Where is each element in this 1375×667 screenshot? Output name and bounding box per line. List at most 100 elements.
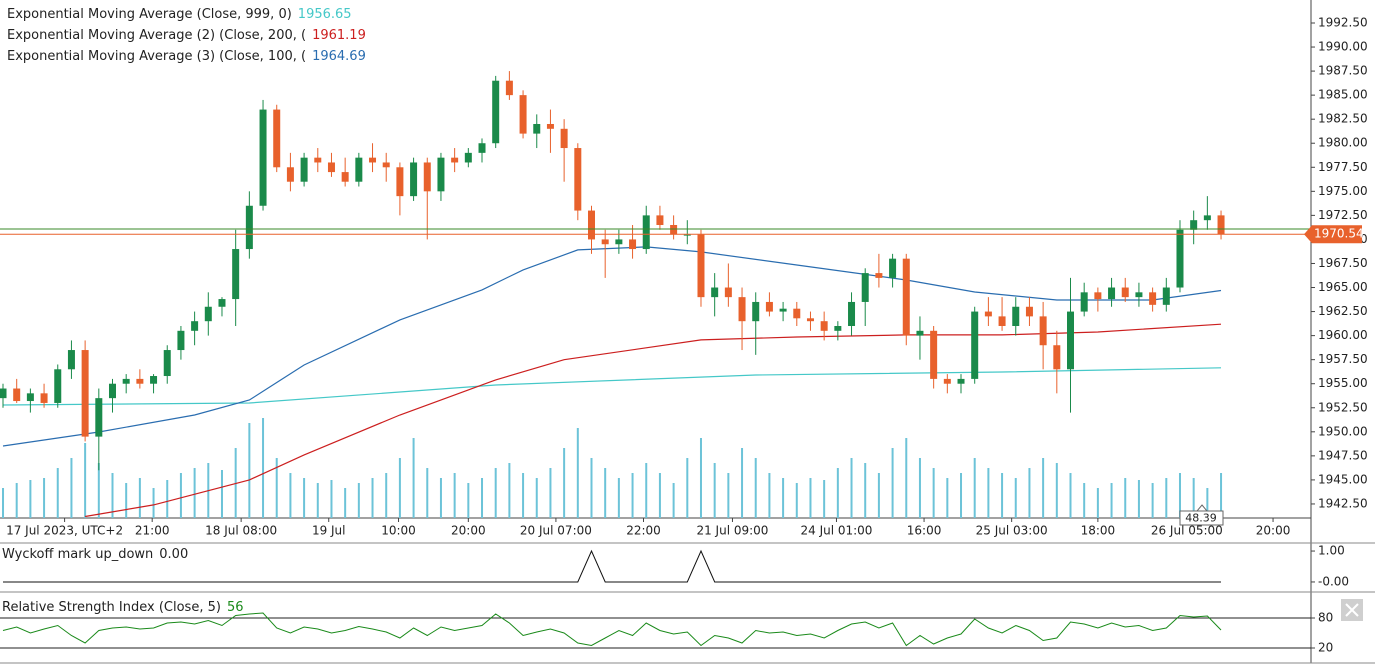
candle-body: [902, 258, 910, 336]
candle-body: [40, 393, 48, 403]
candle-body: [369, 157, 377, 163]
volume-bar: [275, 458, 278, 518]
y-tick-label: 1992.50: [1318, 15, 1368, 29]
volume-bar: [1110, 483, 1113, 518]
volume-bar: [891, 448, 894, 518]
candle-body: [889, 258, 897, 278]
volume-bar: [522, 473, 525, 518]
x-tick-label: 21:00: [135, 524, 170, 538]
volume-bar: [809, 478, 812, 518]
x-tick-label: 18:00: [1081, 524, 1116, 538]
y-tick-label: 80: [1318, 611, 1333, 625]
legend-name: Exponential Moving Average (2) (Close, 2…: [7, 28, 306, 43]
candle-body: [1176, 229, 1184, 288]
volume-bar: [289, 473, 292, 518]
candle-body: [1217, 215, 1225, 235]
volume-bar: [1192, 478, 1195, 518]
candle-body: [642, 215, 650, 250]
volume-bar: [645, 463, 648, 518]
candle-body: [1149, 292, 1157, 305]
candle-body: [410, 162, 418, 197]
legend-value: 1956.65: [298, 7, 352, 22]
candle-body: [505, 80, 513, 96]
indicator-value: 56: [227, 600, 244, 615]
volume-bar: [316, 483, 319, 518]
volume-bar: [138, 478, 141, 518]
candle-body: [848, 301, 856, 326]
y-tick-label: 1982.50: [1318, 112, 1368, 126]
volume-bar: [481, 478, 484, 518]
volume-bar: [563, 448, 566, 518]
candle-body: [327, 162, 335, 173]
candle-body: [451, 157, 459, 163]
last-price-tag: [1304, 225, 1362, 244]
volume-bar: [1042, 458, 1045, 518]
candle-body: [820, 321, 828, 331]
candle-body: [943, 378, 951, 384]
y-tick-label: 1.00: [1318, 544, 1345, 558]
candle-body: [765, 301, 773, 312]
close-button[interactable]: [1341, 599, 1363, 621]
candle-body: [1162, 287, 1170, 305]
last-price-label: 1970.54: [1314, 227, 1364, 241]
candle-body: [26, 393, 34, 402]
candle-body: [314, 157, 322, 163]
candle-body: [81, 350, 89, 437]
y-tick-label: 1967.50: [1318, 256, 1368, 270]
volume-bar: [248, 423, 251, 518]
candle-body: [13, 388, 21, 402]
candle-body: [519, 95, 527, 134]
candle-body: [875, 273, 883, 278]
candle-body: [108, 383, 116, 399]
y-tick-label: 1965.00: [1318, 280, 1368, 294]
legend-entry: Exponential Moving Average (Close, 999, …: [7, 7, 352, 22]
volume-bar: [535, 478, 538, 518]
candle-body: [396, 167, 404, 197]
legend-value: 1961.19: [312, 28, 366, 43]
volume-bar: [631, 473, 634, 518]
volume-bar: [56, 468, 59, 518]
x-tick-label: 22:00: [626, 524, 661, 538]
candle-body: [779, 308, 787, 312]
volume-bar: [344, 488, 347, 518]
volume-bar: [823, 480, 826, 518]
volume-bar: [193, 468, 196, 518]
volume-bar: [864, 463, 867, 518]
volume-bar: [453, 473, 456, 518]
candle-body: [218, 299, 226, 307]
volume-bar: [686, 458, 689, 518]
volume-bar: [1206, 488, 1209, 518]
candle-body: [150, 376, 158, 384]
timer-arrow: [1195, 504, 1209, 512]
volume-bar: [918, 458, 921, 518]
candle-body: [546, 123, 554, 129]
candle-body: [738, 297, 746, 322]
volume-bar: [699, 438, 702, 518]
volume-bar: [152, 488, 155, 518]
candle-body: [245, 205, 253, 250]
y-tick-label: 1945.00: [1318, 472, 1368, 486]
volume-bar: [1151, 483, 1154, 518]
x-tick-label: 10:00: [381, 524, 416, 538]
volume-bar: [617, 478, 620, 518]
candle-body: [984, 311, 992, 317]
volume-bar: [658, 473, 661, 518]
candle-body: [1135, 292, 1143, 298]
y-tick-label: 1955.00: [1318, 376, 1368, 390]
y-tick-label: 1980.00: [1318, 136, 1368, 150]
close-icon[interactable]: [1345, 603, 1359, 617]
candle-body: [136, 378, 144, 384]
volume-bar: [768, 473, 771, 518]
candle-body: [355, 157, 363, 182]
candle-body: [437, 157, 445, 192]
y-tick-label: 1962.50: [1318, 304, 1368, 318]
y-tick-label: 1972.50: [1318, 208, 1368, 222]
volume-bar: [1028, 468, 1031, 518]
volume-bar: [439, 478, 442, 518]
indicator-line: [2, 612, 1222, 647]
indicator-name: Wyckoff mark up_down: [2, 547, 153, 562]
volume-bar: [1096, 488, 1099, 518]
candle-body: [95, 398, 103, 437]
y-tick-label: 1977.50: [1318, 160, 1368, 174]
